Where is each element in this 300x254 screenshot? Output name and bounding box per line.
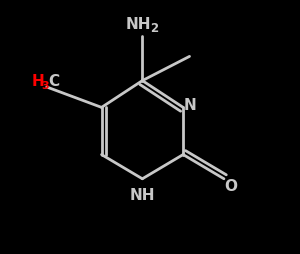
Text: NH: NH xyxy=(130,187,155,202)
Text: 2: 2 xyxy=(151,22,159,34)
Text: C: C xyxy=(48,74,59,89)
Text: N: N xyxy=(183,98,196,113)
Text: 3: 3 xyxy=(41,81,49,91)
Text: O: O xyxy=(224,178,237,193)
Text: NH: NH xyxy=(126,17,151,31)
Text: H: H xyxy=(32,74,44,89)
